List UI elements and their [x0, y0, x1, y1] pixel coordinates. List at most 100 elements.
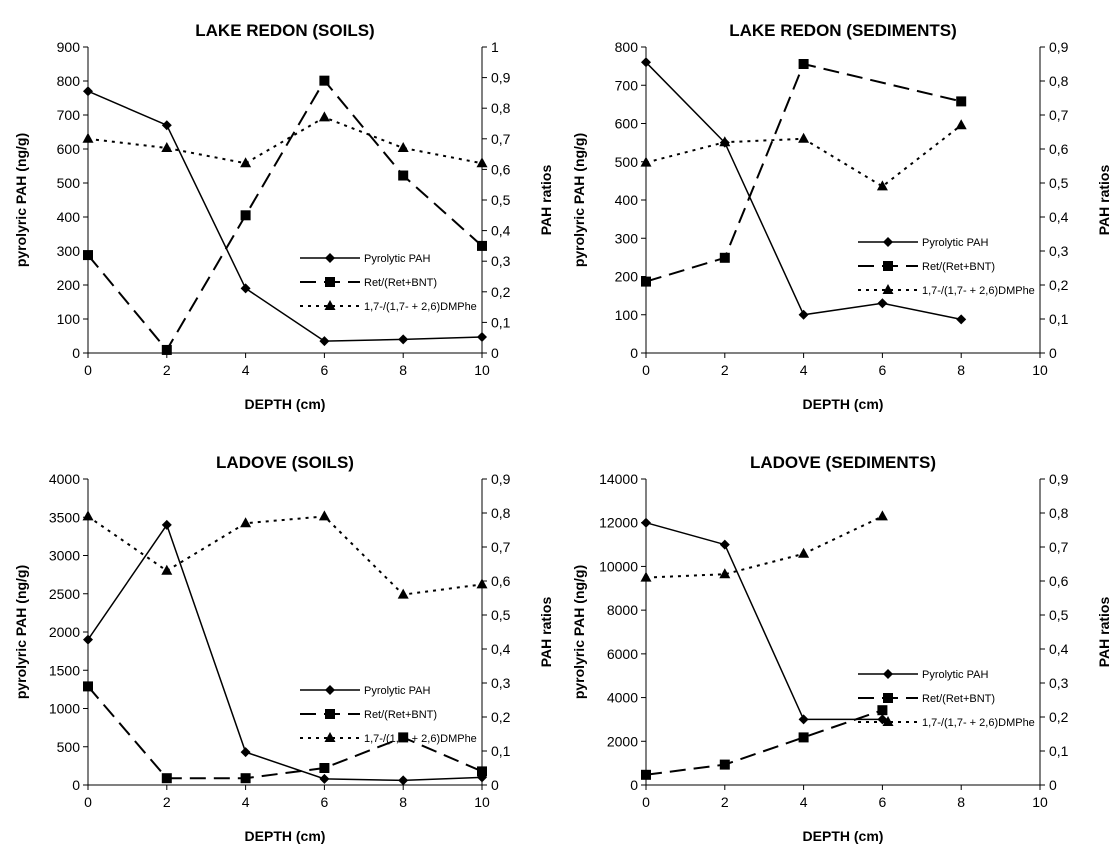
y-axis-label-left: pyrolyric PAH (ng/g)	[13, 133, 29, 267]
legend-marker	[883, 261, 893, 271]
y-left-tick-label: 4000	[607, 690, 638, 706]
legend-marker	[882, 284, 894, 294]
x-tick-label: 2	[163, 362, 171, 378]
data-point	[877, 714, 888, 725]
y-right-tick-label: 0,4	[1049, 641, 1069, 657]
y-right-tick-label: 0	[1049, 777, 1057, 793]
y-left-tick-label: 6000	[607, 646, 638, 662]
x-tick-label: 4	[800, 362, 808, 378]
y-right-tick-label: 0,5	[1049, 175, 1069, 191]
legend-label: Ret/(Ret+BNT)	[364, 709, 437, 721]
series-line	[87, 515, 483, 596]
y-right-tick-label: 0,8	[1049, 505, 1069, 521]
series-line	[645, 515, 883, 579]
y-right-tick-label: 0,7	[1049, 107, 1069, 123]
y-left-tick-label: 1000	[49, 701, 80, 717]
data-point	[319, 336, 330, 347]
y-left-tick-label: 700	[57, 107, 81, 123]
data-point	[956, 314, 967, 325]
y-right-tick-label: 0,9	[1049, 471, 1069, 487]
chart-lake-redon-soils: LAKE REDON (SOILS) 0 100 200 300 400 500 600 700…	[0, 0, 557, 431]
y-axis-label-right: PAH ratios	[538, 165, 554, 236]
y-right-tick-label: 0,2	[491, 709, 511, 725]
y-left-tick-label: 4000	[49, 471, 80, 487]
series-line	[645, 521, 883, 721]
legend-label: Ret/(Ret+BNT)	[922, 693, 995, 705]
data-point	[161, 120, 172, 131]
chart-lake-redon-sediments: LAKE REDON (SEDIMENTS) 0 100 200 300 400 500 60…	[558, 0, 1115, 431]
legend-label: 1,7-/(1,7- + 2,6)DMPhe	[364, 733, 477, 745]
data-point	[240, 773, 251, 784]
x-tick-label: 2	[721, 362, 729, 378]
chart-title: LAKE REDON (SOILS)	[195, 21, 374, 40]
x-tick-label: 0	[84, 362, 92, 378]
data-point	[798, 547, 810, 558]
y-left-tick-label: 100	[57, 311, 81, 327]
y-left-tick-label: 100	[615, 307, 639, 323]
x-tick-label: 0	[84, 794, 92, 810]
legend-marker	[325, 709, 335, 719]
y-right-tick-label: 0,1	[1049, 311, 1069, 327]
legend-label: Ret/(Ret+BNT)	[922, 261, 995, 273]
x-tick-label: 10	[474, 794, 490, 810]
data-point	[719, 568, 731, 579]
legend-label: 1,7-/(1,7- + 2,6)DMPhe	[364, 301, 477, 313]
legend-label: Pyrolytic PAH	[364, 253, 430, 265]
data-point	[476, 578, 488, 589]
series-line	[87, 523, 483, 782]
y-right-tick-label: 0,3	[1049, 675, 1069, 691]
data-point	[477, 766, 487, 777]
series-line	[87, 685, 483, 780]
legend-marker	[325, 277, 335, 287]
y-right-tick-label: 0,7	[491, 539, 511, 555]
chart-svg: LADOVE (SOILS)05001000150020002500300035…	[13, 453, 554, 844]
series-line	[87, 78, 483, 352]
data-point	[319, 75, 330, 86]
y-right-tick-label: 0,1	[491, 743, 511, 759]
data-point	[798, 132, 810, 143]
y-right-tick-label: 0,7	[1049, 539, 1069, 555]
y-right-tick-label: 0,5	[491, 192, 511, 208]
x-tick-label: 8	[957, 794, 965, 810]
data-point	[640, 571, 652, 582]
data-point	[82, 510, 94, 521]
data-point	[398, 334, 409, 345]
y-left-tick-label: 1500	[49, 662, 80, 678]
x-tick-label: 6	[879, 794, 887, 810]
data-point	[318, 111, 330, 122]
chart-ladove-sediments: LADOVE (SEDIMENTS) 0 2000 4000 6000 8000 10000…	[558, 432, 1115, 863]
data-point	[719, 539, 730, 550]
y-axis-label-left: pyrolyric PAH (ng/g)	[13, 565, 29, 699]
chart-title: LADOVE (SOILS)	[216, 453, 354, 472]
y-left-tick-label: 500	[57, 739, 81, 755]
series-line	[645, 709, 883, 776]
data-point	[876, 180, 888, 191]
y-right-tick-label: 0,8	[491, 100, 511, 116]
y-right-tick-label: 0,1	[491, 314, 511, 330]
x-tick-label: 8	[399, 362, 407, 378]
y-right-tick-label: 0,5	[491, 607, 511, 623]
data-point	[319, 763, 330, 773]
legend-marker	[325, 253, 335, 263]
series-line	[645, 61, 962, 321]
data-point	[240, 157, 252, 168]
y-left-tick-label: 3000	[49, 548, 80, 564]
legend-label: Pyrolytic PAH	[922, 669, 988, 681]
data-point	[161, 519, 172, 530]
y-left-tick-label: 12000	[599, 515, 638, 531]
data-point	[83, 250, 93, 261]
legend-marker	[882, 716, 894, 726]
y-right-tick-label: 1	[491, 39, 499, 55]
y-axis-label-left: pyrolyric PAH (ng/g)	[571, 133, 587, 267]
data-point	[798, 309, 809, 320]
y-axis-label-left: pyrolyric PAH (ng/g)	[571, 565, 587, 699]
x-tick-label: 6	[879, 362, 887, 378]
x-tick-label: 4	[242, 794, 250, 810]
y-left-tick-label: 500	[615, 154, 639, 170]
y-left-tick-label: 14000	[599, 471, 638, 487]
chart-ladove-soils: LADOVE (SOILS) 0 500 1000 1500 2000 2500 3000 35…	[0, 432, 557, 863]
data-point	[798, 732, 809, 743]
data-point	[240, 210, 251, 221]
data-point	[398, 732, 409, 743]
y-left-tick-label: 10000	[599, 558, 638, 574]
